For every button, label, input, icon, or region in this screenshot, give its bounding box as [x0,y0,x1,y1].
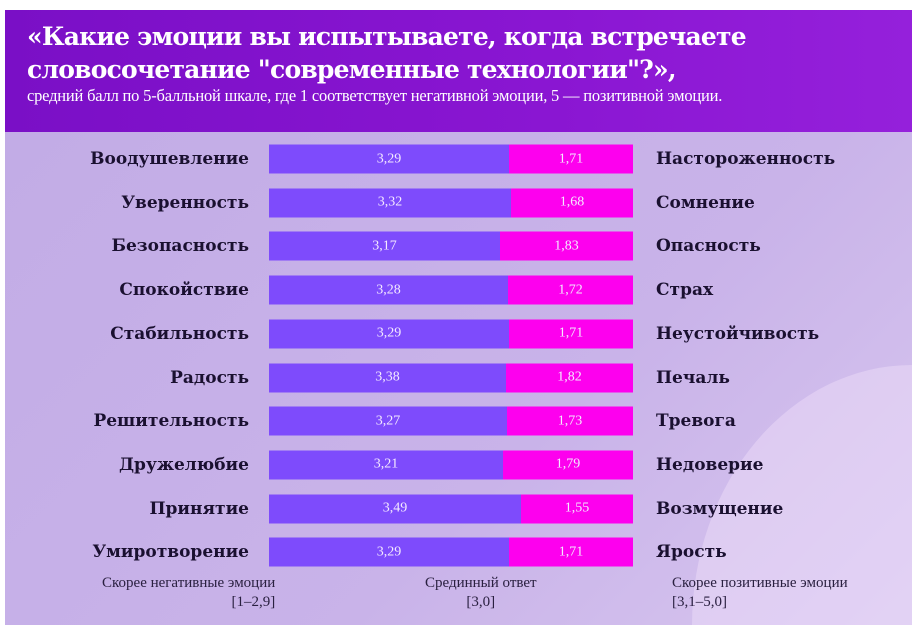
positive-emotion-label: Уверенность [121,192,249,213]
negative-emotion-label: Тревога [656,411,736,432]
legend-median-range: [3,0] [466,594,496,610]
positive-emotion-label: Принятие [149,498,249,519]
positive-bar: 3,29 [269,144,509,174]
positive-bar: 3,29 [269,537,509,567]
chart-subtitle: средний балл по 5-балльной шкале, где 1 … [27,86,723,105]
negative-emotion-label: Страх [656,280,714,301]
negative-bar: 1,55 [521,494,633,524]
header: «Какие эмоции вы испытываете, когда встр… [5,10,912,132]
chart-title: «Какие эмоции вы испытываете, когда встр… [27,22,747,84]
legend-positive-range: [3,1–5,0] [672,594,727,610]
negative-bar: 1,83 [500,231,633,261]
negative-bar: 1,71 [509,144,633,174]
legend-median-label: Срединный ответ [425,575,537,591]
negative-emotion-label: Неустойчивость [656,323,820,344]
legend-positive-label: Скорее позитивные эмоции [672,575,848,591]
negative-bar: 1,82 [506,363,633,392]
positive-emotion-label: Спокойствие [119,280,249,301]
positive-bar: 3,29 [269,319,509,349]
positive-bar: 3,38 [269,363,506,392]
positive-bar: 3,32 [269,188,511,218]
legend-negative: Скорее негативные эмоции [1–2,9] [102,574,275,612]
negative-bar: 1,72 [508,275,633,305]
negative-emotion-label: Возмущение [656,498,784,519]
positive-emotion-label: Воодушевление [90,149,249,169]
negative-emotion-label: Сомнение [656,192,755,213]
negative-emotion-label: Ярость [656,542,727,563]
legend-negative-label: Скорее негативные эмоции [102,575,276,591]
negative-emotion-label: Недоверие [656,454,764,475]
negative-emotion-label: Опасность [656,236,761,257]
positive-emotion-label: Безопасность [111,236,249,257]
negative-bar: 1,71 [509,319,633,349]
legend-negative-range: [1–2,9] [231,594,276,610]
negative-bar: 1,73 [507,406,633,436]
positive-emotion-label: Радость [170,367,249,388]
positive-bar: 3,21 [269,450,503,480]
negative-bar: 1,68 [511,188,633,218]
positive-bar: 3,28 [269,275,508,305]
positive-emotion-label: Умиротворение [92,542,249,563]
negative-bar: 1,71 [509,537,633,567]
legend-positive: Скорее позитивные эмоции [3,1–5,0] [672,574,848,612]
positive-bar: 3,17 [269,231,500,261]
positive-emotion-label: Стабильность [110,323,249,344]
negative-bar: 1,79 [503,450,633,480]
positive-bar: 3,49 [269,494,521,524]
chart-area: Воодушевление 3,29 1,71 Настороженность Увер… [5,132,912,625]
negative-emotion-label: Настороженность [656,149,836,169]
negative-emotion-label: Печаль [656,367,730,388]
legend-median: Срединный ответ [3,0] [425,574,537,612]
positive-emotion-label: Дружелюбие [118,454,249,475]
positive-emotion-label: Решительность [93,411,249,432]
positive-bar: 3,27 [269,406,507,436]
infographic: «Какие эмоции вы испытываете, когда встр… [5,10,912,625]
